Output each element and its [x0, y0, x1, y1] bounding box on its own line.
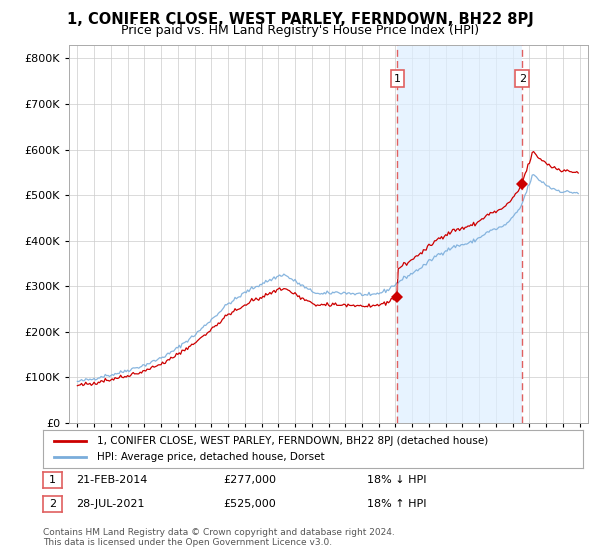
Text: 2: 2	[518, 74, 526, 84]
Text: 1: 1	[394, 74, 401, 84]
Text: 1, CONIFER CLOSE, WEST PARLEY, FERNDOWN, BH22 8PJ: 1, CONIFER CLOSE, WEST PARLEY, FERNDOWN,…	[67, 12, 533, 27]
Text: HPI: Average price, detached house, Dorset: HPI: Average price, detached house, Dors…	[97, 452, 325, 462]
Text: £525,000: £525,000	[223, 499, 276, 509]
Text: 18% ↑ HPI: 18% ↑ HPI	[367, 499, 427, 509]
Text: £277,000: £277,000	[223, 475, 276, 485]
Text: 21-FEB-2014: 21-FEB-2014	[76, 475, 148, 485]
Text: 1, CONIFER CLOSE, WEST PARLEY, FERNDOWN, BH22 8PJ (detached house): 1, CONIFER CLOSE, WEST PARLEY, FERNDOWN,…	[97, 436, 488, 446]
Text: Price paid vs. HM Land Registry's House Price Index (HPI): Price paid vs. HM Land Registry's House …	[121, 24, 479, 36]
Text: 1: 1	[49, 475, 56, 485]
Text: 2: 2	[49, 499, 56, 509]
Text: 28-JUL-2021: 28-JUL-2021	[76, 499, 145, 509]
Text: 18% ↓ HPI: 18% ↓ HPI	[367, 475, 427, 485]
Text: Contains HM Land Registry data © Crown copyright and database right 2024.
This d: Contains HM Land Registry data © Crown c…	[43, 528, 395, 547]
Bar	[397, 45, 522, 423]
